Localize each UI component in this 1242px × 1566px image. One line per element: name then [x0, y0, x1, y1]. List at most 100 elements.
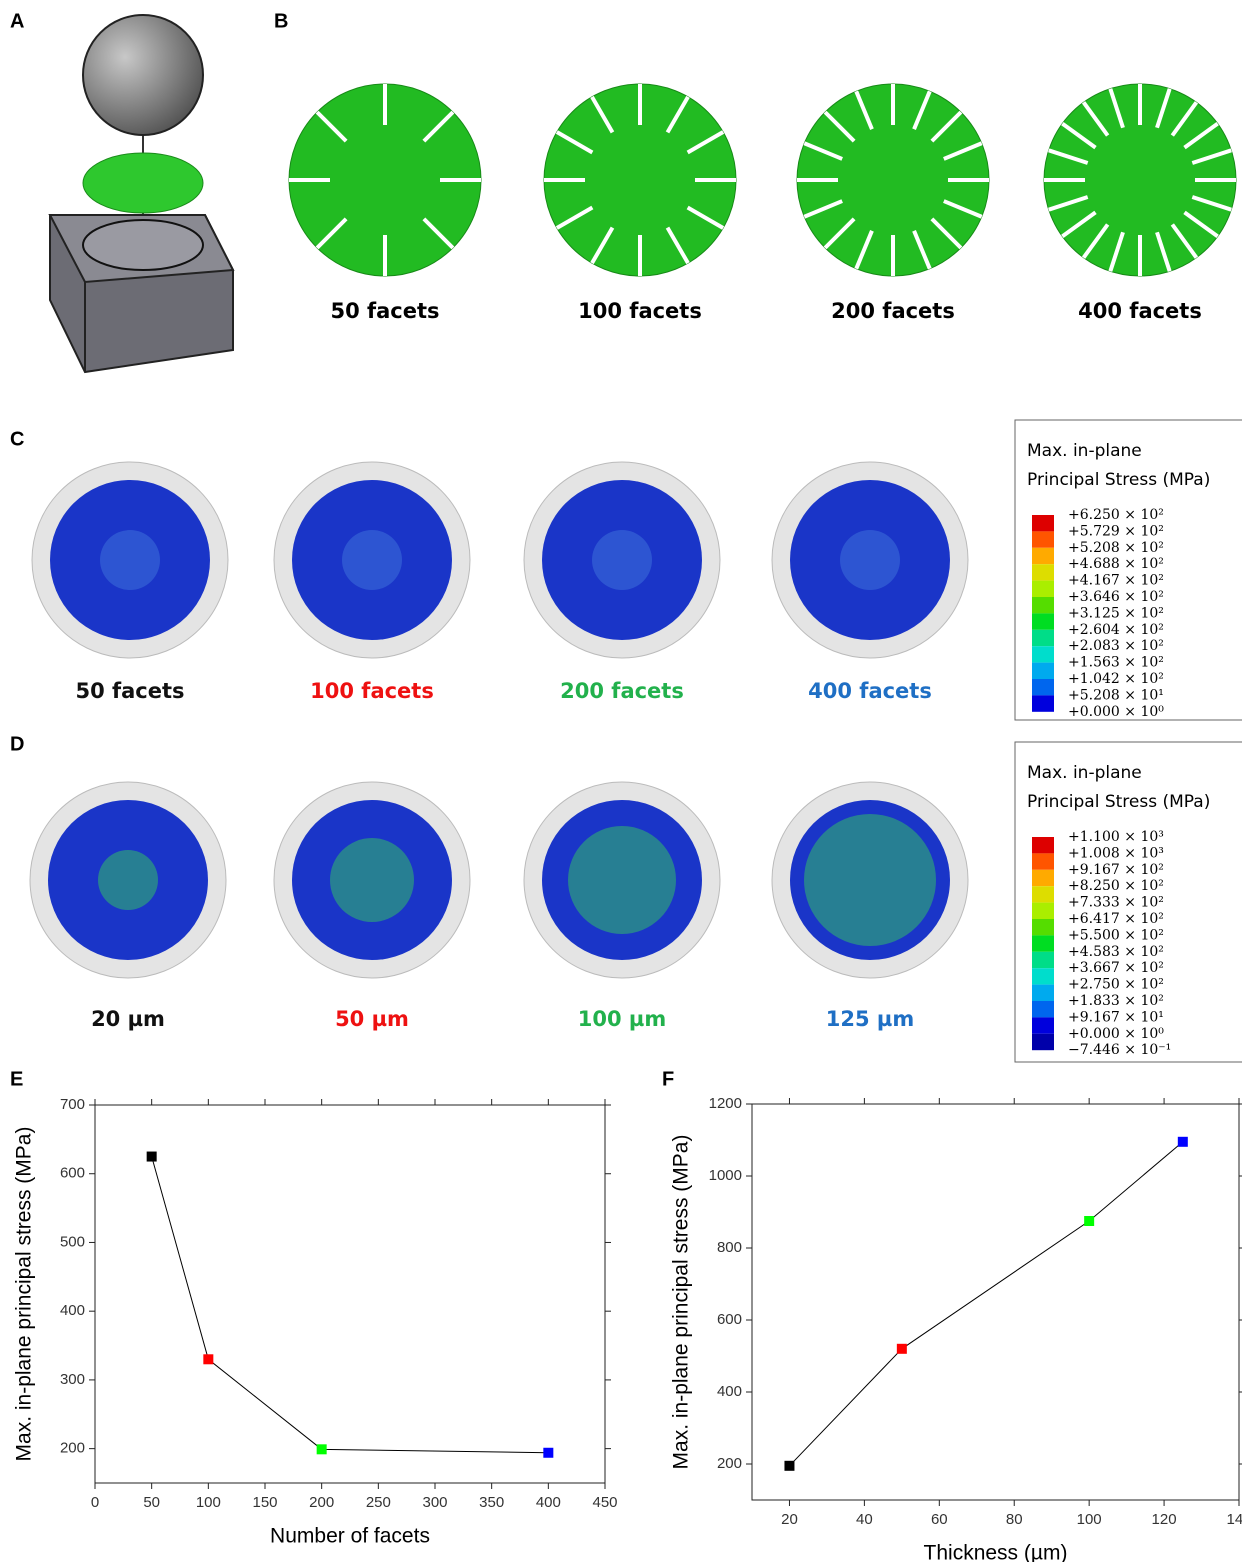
stress-hotspot — [98, 850, 158, 910]
caption: 100 facets — [310, 679, 434, 703]
legend-swatch — [1032, 646, 1054, 662]
data-point — [1084, 1216, 1094, 1226]
stress-hotspot — [592, 530, 652, 590]
legend-swatch — [1032, 1017, 1054, 1033]
legend-swatch — [1032, 613, 1054, 629]
caption: 50 µm — [335, 1007, 409, 1031]
panel-label: D — [10, 733, 24, 755]
x-tick-label: 140 — [1226, 1511, 1242, 1528]
caption: 200 facets — [831, 299, 955, 323]
y-tick-label: 400 — [717, 1383, 742, 1400]
caption: 400 facets — [1078, 299, 1202, 323]
legend-swatch — [1032, 548, 1054, 564]
legend-label: +4.167 × 10² — [1068, 573, 1164, 589]
x-tick-label: 0 — [91, 1494, 99, 1511]
legend-label: +6.250 × 10² — [1068, 507, 1164, 523]
legend-label: +5.208 × 10² — [1068, 540, 1164, 556]
stress-hotspot — [840, 530, 900, 590]
legend-swatch — [1032, 853, 1054, 869]
x-tick-label: 80 — [1006, 1511, 1023, 1528]
legend-swatch — [1032, 564, 1054, 580]
legend-swatch — [1032, 837, 1054, 853]
x-tick-label: 120 — [1152, 1511, 1177, 1528]
y-tick-label: 200 — [717, 1455, 742, 1472]
legend-swatch — [1032, 919, 1054, 935]
y-tick-label: 1000 — [709, 1167, 742, 1184]
legend-label: +5.729 × 10² — [1068, 523, 1164, 539]
panel-label: A — [10, 10, 24, 32]
legend-label: +2.083 × 10² — [1068, 638, 1164, 654]
stress-maps-thickness — [30, 782, 968, 978]
legend-swatch — [1032, 663, 1054, 679]
caption: 125 µm — [826, 1007, 914, 1031]
series-line — [789, 1142, 1182, 1466]
x-tick-label: 100 — [196, 1494, 221, 1511]
legend-swatch — [1032, 935, 1054, 951]
data-point — [147, 1152, 157, 1162]
legend-label: +6.417 × 10² — [1068, 911, 1164, 927]
data-point — [543, 1448, 553, 1458]
y-tick-label: 600 — [717, 1311, 742, 1328]
x-tick-label: 350 — [479, 1494, 504, 1511]
x-tick-label: 150 — [252, 1494, 277, 1511]
legend-label: +0.000 × 10⁰ — [1068, 704, 1164, 720]
x-tick-label: 50 — [143, 1494, 160, 1511]
legend-label: +8.250 × 10² — [1068, 878, 1164, 894]
x-tick-label: 450 — [592, 1494, 617, 1511]
legend-label: +4.583 × 10² — [1068, 944, 1164, 960]
legend-title: Max. in-plane — [1027, 763, 1142, 783]
x-tick-label: 100 — [1077, 1511, 1102, 1528]
legend-swatch — [1032, 886, 1054, 902]
legend-title: Principal Stress (MPa) — [1027, 470, 1210, 490]
x-tick-label: 250 — [366, 1494, 391, 1511]
legend-label: +2.750 × 10² — [1068, 977, 1164, 993]
legend-swatch — [1032, 679, 1054, 695]
legend-swatch — [1032, 597, 1054, 613]
plot-frame — [95, 1105, 605, 1483]
legend-swatch — [1032, 630, 1054, 646]
legend-label: +5.208 × 10¹ — [1068, 687, 1164, 703]
y-axis-label: Max. in-plane principal stress (MPa) — [670, 1135, 693, 1470]
legend-swatch — [1032, 515, 1054, 531]
caption: 400 facets — [808, 679, 932, 703]
figure: ABCDEF50 facets100 facets200 facets400 f… — [0, 0, 1242, 1562]
legend-label: +1.100 × 10³ — [1068, 829, 1164, 845]
legend-label: +2.604 × 10² — [1068, 622, 1164, 638]
y-tick-label: 700 — [60, 1096, 85, 1113]
legend-swatch — [1032, 968, 1054, 984]
legend-swatch — [1032, 870, 1054, 886]
y-tick-label: 400 — [60, 1302, 85, 1319]
x-tick-label: 200 — [309, 1494, 334, 1511]
x-tick-label: 400 — [536, 1494, 561, 1511]
x-axis-label: Number of facets — [270, 1525, 430, 1548]
panel-label: E — [10, 1068, 23, 1090]
facet-discs — [289, 84, 1236, 276]
data-point — [784, 1461, 794, 1471]
data-point — [897, 1344, 907, 1354]
legend-label: +7.333 × 10² — [1068, 895, 1164, 911]
plot-frame — [752, 1104, 1239, 1500]
x-tick-label: 60 — [931, 1511, 948, 1528]
legend-swatch — [1032, 581, 1054, 597]
y-tick-label: 300 — [60, 1371, 85, 1388]
legend-label: +9.167 × 10¹ — [1068, 1009, 1164, 1025]
x-tick-label: 20 — [781, 1511, 798, 1528]
data-point — [317, 1444, 327, 1454]
legend-swatch — [1032, 952, 1054, 968]
x-axis-label: Thickness (µm) — [924, 1542, 1068, 1562]
y-tick-label: 1200 — [709, 1095, 742, 1112]
stress-hotspot — [330, 838, 414, 922]
data-point — [1178, 1137, 1188, 1147]
series-line — [152, 1157, 549, 1453]
legend-label: +3.125 × 10² — [1068, 605, 1164, 621]
stress-hotspot — [100, 530, 160, 590]
legend-label: +3.646 × 10² — [1068, 589, 1164, 605]
legend-label: +9.167 × 10² — [1068, 862, 1164, 878]
legend-label: +0.000 × 10⁰ — [1068, 1026, 1164, 1042]
panel-label: F — [662, 1068, 674, 1090]
legend-swatch — [1032, 695, 1054, 711]
legend-swatch — [1032, 1001, 1054, 1017]
stress-hotspot — [342, 530, 402, 590]
legend-label: +1.563 × 10² — [1068, 655, 1164, 671]
legend-swatch — [1032, 903, 1054, 919]
